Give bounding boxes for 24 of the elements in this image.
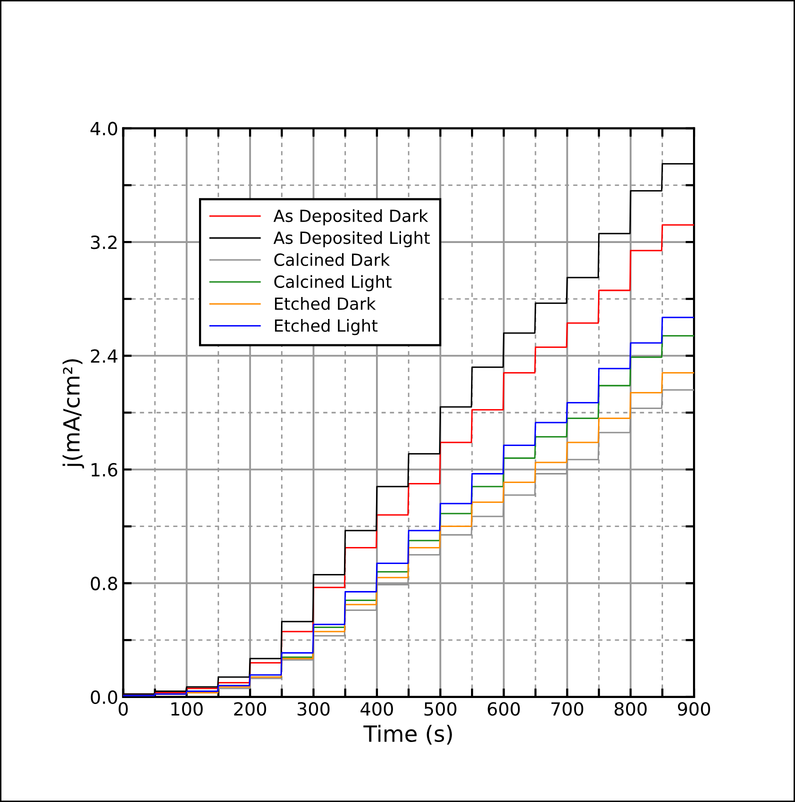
x-axis-title: Time (s) xyxy=(363,724,452,745)
legend-label: As Deposited Dark xyxy=(274,209,428,226)
x-tick-label: 600 xyxy=(488,702,520,716)
y-tick-label: 0.0 xyxy=(90,690,118,704)
y-tick-label: 0.8 xyxy=(90,576,118,590)
x-tick-label: 400 xyxy=(360,702,393,716)
x-tick-label: 800 xyxy=(614,702,647,716)
y-axis-title: j(mA/cm²) xyxy=(62,359,84,468)
legend-label: Calcined Light xyxy=(274,275,392,292)
y-tick-label: 4.0 xyxy=(90,122,118,136)
legend-label: Etched Dark xyxy=(275,297,376,310)
y-tick-label: 1.6 xyxy=(92,462,118,477)
y-tick-label: 2.4 xyxy=(90,349,118,363)
x-tick-label: 300 xyxy=(298,702,330,716)
legend-label: Etched Light xyxy=(275,319,378,336)
x-tick-label: 0 xyxy=(118,702,128,716)
y-tick-label: 3.2 xyxy=(91,236,117,250)
x-tick-label: 100 xyxy=(171,702,203,716)
x-tick-label: 500 xyxy=(424,702,456,716)
x-tick-label: 900 xyxy=(678,702,710,716)
legend-label: As Deposited Light xyxy=(274,231,430,248)
x-tick-label: 200 xyxy=(234,702,266,716)
legend-label: Calcined Dark xyxy=(274,253,390,266)
x-tick-label: 700 xyxy=(551,702,584,716)
